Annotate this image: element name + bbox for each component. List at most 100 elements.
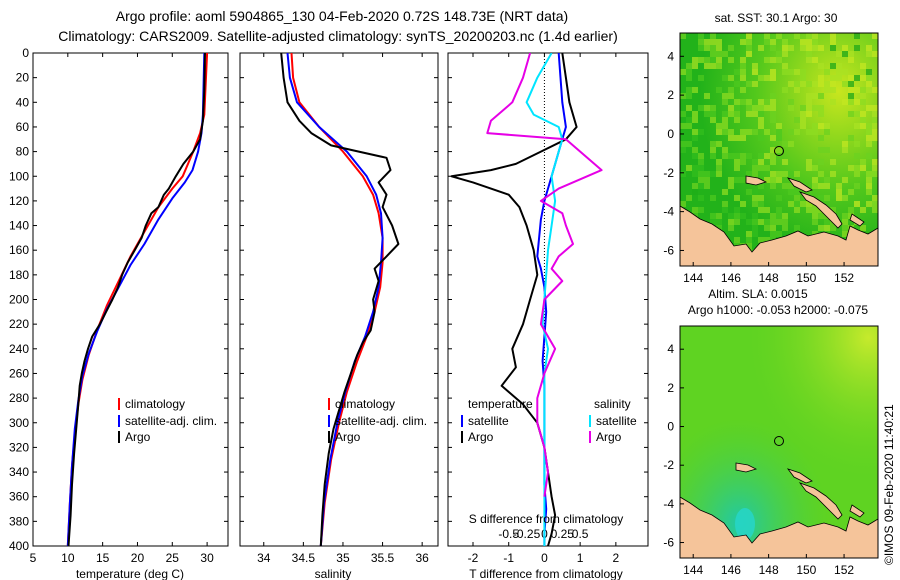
difference-series [450, 53, 603, 546]
sst-pixel [746, 39, 752, 45]
sst-pixel [848, 189, 854, 195]
sst-pixel [680, 123, 686, 129]
sst-pixel [698, 177, 704, 183]
x-tick-label: -2 [468, 551, 479, 565]
sst-pixel [824, 195, 830, 201]
x-tick-label: 34.5 [292, 551, 316, 565]
sst-pixel [848, 93, 854, 99]
sst-pixel [770, 45, 776, 51]
sst-pixel [818, 105, 824, 111]
sst-pixel [842, 231, 848, 237]
sst-pixel [692, 111, 698, 117]
sst-pixel [800, 105, 806, 111]
sst-pixel [764, 99, 770, 105]
legend-label: satellite-adj. clim. [125, 414, 217, 428]
sst-pixel [842, 141, 848, 147]
island-land [786, 177, 813, 193]
sst-pixel [752, 165, 758, 171]
sst-pixel [722, 129, 728, 135]
map-y-tick-label: -6 [663, 536, 674, 550]
sst-pixel [698, 153, 704, 159]
sst-pixel [836, 51, 842, 57]
sst-pixel [866, 171, 872, 177]
sst-pixel [746, 153, 752, 159]
sst-pixel [836, 183, 842, 189]
island-land [849, 504, 865, 518]
sst-pixel [812, 213, 818, 219]
sst-pixel [734, 117, 740, 123]
sst-pixel [710, 57, 716, 63]
sst-pixel [848, 51, 854, 57]
sst-pixel [806, 159, 812, 165]
sst-pixel [686, 195, 692, 201]
sst-pixel [794, 87, 800, 93]
sst-pixel [812, 93, 818, 99]
sst-pixel [770, 213, 776, 219]
sst-pixel [698, 39, 704, 45]
sst-pixel [830, 45, 836, 51]
sst-pixel [764, 129, 770, 135]
sst-pixel [872, 123, 878, 129]
sst-pixel [692, 147, 698, 153]
sst-pixel [752, 213, 758, 219]
sst-pixel [842, 99, 848, 105]
sst-pixel [872, 87, 878, 93]
sst-pixel [740, 39, 746, 45]
sst-pixel [710, 153, 716, 159]
sst-pixel [758, 159, 764, 165]
sst-pixel [806, 45, 812, 51]
y-tick-label: 400 [9, 539, 29, 553]
sst-pixel [692, 87, 698, 93]
map-x-tick-label: 146 [721, 271, 741, 285]
sst-pixel [830, 159, 836, 165]
sst-pixel [866, 135, 872, 141]
sst-pixel [818, 171, 824, 177]
sst-pixel [788, 201, 794, 207]
t-difference-xlabel: T difference from climatology [469, 567, 623, 580]
sst-pixel [854, 45, 860, 51]
sst-pixel [692, 135, 698, 141]
sst-pixel [806, 81, 812, 87]
sst-pixel [764, 75, 770, 81]
sst-pixel [842, 45, 848, 51]
sst-pixel [734, 207, 740, 213]
sst-pixel [818, 123, 824, 129]
sst-pixel [770, 57, 776, 63]
sst-pixel [818, 93, 824, 99]
legend-title-salinity: salinity [594, 397, 631, 411]
sst-pixel [710, 105, 716, 111]
sst-pixel [866, 87, 872, 93]
y-tick-label: 260 [9, 366, 29, 380]
sst-pixel [728, 87, 734, 93]
sst-pixel [782, 51, 788, 57]
legend-label: Argo [125, 430, 151, 444]
sst-pixel [728, 129, 734, 135]
sst-pixel [686, 87, 692, 93]
sst-pixel [734, 111, 740, 117]
map-y-tick-label: -4 [663, 497, 674, 511]
sst-pixel [872, 201, 878, 207]
map-x-tick-label: 144 [683, 271, 703, 285]
sst-pixel [806, 39, 812, 45]
sst-pixel [716, 159, 722, 165]
sst-pixel [866, 141, 872, 147]
x2-tick-label: -0.25 [513, 527, 541, 541]
map-y-tick-label: 0 [667, 420, 674, 434]
sst-pixel [812, 57, 818, 63]
sst-pixel [866, 153, 872, 159]
series-line-t-satellite [536, 53, 567, 546]
sst-pixel [704, 63, 710, 69]
difference-depth-ticks [448, 52, 648, 547]
sla-map-subtitle: Argo h1000: -0.053 h2000: -0.075 [688, 303, 868, 317]
sst-pixel [710, 213, 716, 219]
salinity-xlabel: salinity [315, 567, 352, 580]
sst-pixel [734, 177, 740, 183]
salinity-legend: climatology satellite-adj. clim. Argo [328, 397, 427, 444]
sst-pixel [848, 87, 854, 93]
sst-pixel [866, 183, 872, 189]
temperature-series [66, 53, 209, 546]
sst-pixel [722, 51, 728, 57]
sst-pixel [710, 45, 716, 51]
sst-pixel [818, 45, 824, 51]
